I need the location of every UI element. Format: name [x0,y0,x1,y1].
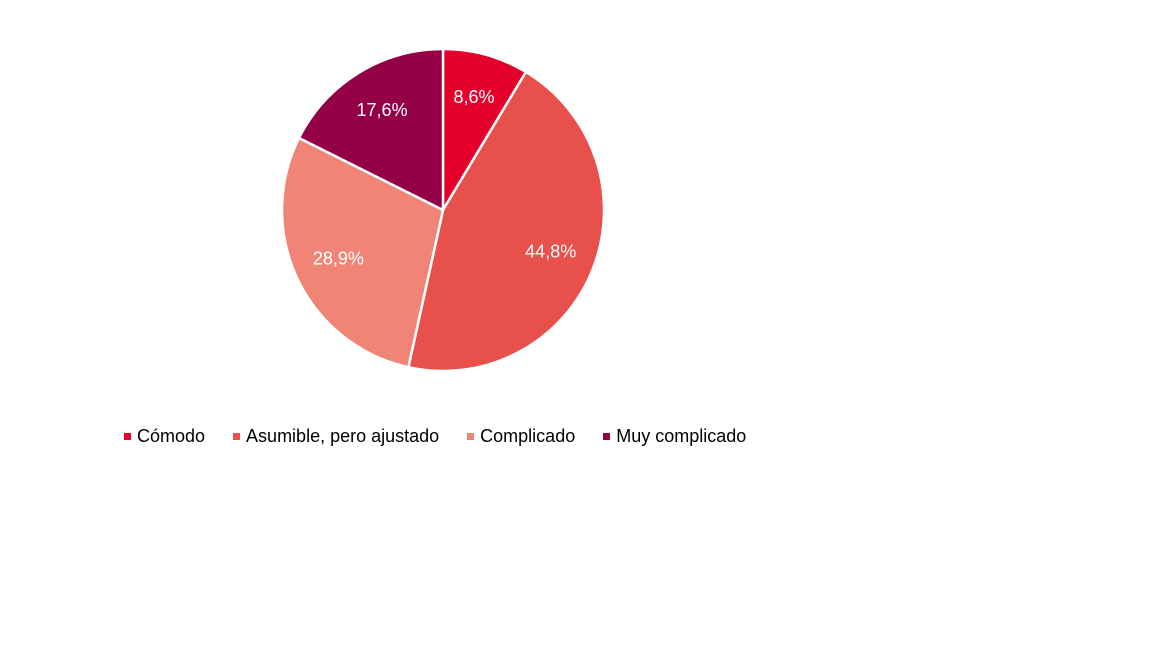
legend-swatch-2 [233,433,241,440]
pie-slice-1 [441,47,528,212]
legend-swatch-4 [603,433,611,440]
legend-label-3: Complicado [480,426,576,446]
pie-slice-4 [297,47,445,212]
pie-value-label-2: 44,8% [525,242,576,262]
legend-item-4: Muy complicado [603,426,746,447]
legend-item-2: Asumible, pero ajustado [233,426,439,447]
chart-legend: Cómodo Asumible, pero ajustado Complicado M… [124,426,746,447]
legend-label-2: Asumible, pero ajustado [246,426,440,446]
legend-swatch-3 [467,433,475,440]
pie-slice-2 [407,70,606,373]
legend-item-3: Complicado [467,426,575,447]
legend-label-1: Cómodo [137,426,206,446]
pie-value-label-3: 28,9% [313,249,364,269]
pie-slices [280,47,606,373]
legend-swatch-1 [124,433,131,440]
legend-label-4: Muy complicado [616,426,747,446]
legend-item-1: Cómodo [124,426,205,447]
pie-value-label-1: 8,6% [453,87,494,107]
pie-value-labels: 8,6% 44,8% 28,9% 17,6% [313,87,576,269]
pie-value-label-4: 17,6% [357,100,408,120]
pie-slice-3 [280,136,445,369]
